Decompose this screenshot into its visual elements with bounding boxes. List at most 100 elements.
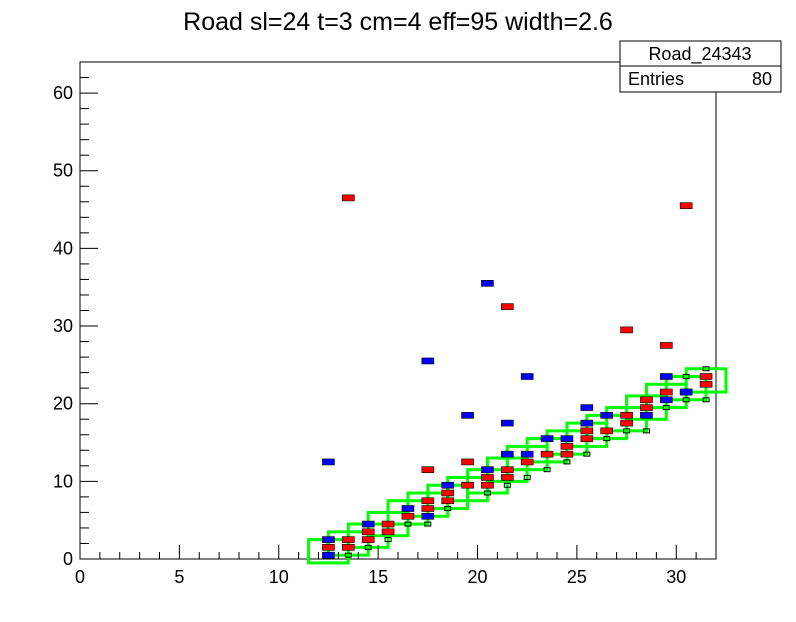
- black-cell-3: [404, 521, 412, 527]
- stats-entries-value: 80: [752, 69, 772, 89]
- black-cell-19: [702, 366, 710, 372]
- blue-cell-15: [679, 388, 693, 396]
- red-cell-38: [461, 458, 474, 466]
- red-cell-33: [679, 202, 693, 209]
- blue-cell-4: [421, 512, 435, 520]
- red-cell-17: [520, 458, 534, 466]
- blue-cell-11: [580, 419, 594, 427]
- red-cell-3: [361, 536, 375, 543]
- red-cell-26: [640, 404, 653, 411]
- x-tick-label-25: 25: [567, 567, 587, 587]
- x-tick-label-10: 10: [269, 567, 289, 587]
- x-tick-label-15: 15: [368, 567, 388, 587]
- blue-cell-20: [501, 419, 514, 427]
- stats-box: Road_24343 Entries 80: [619, 40, 782, 93]
- black-cell-8: [523, 474, 531, 480]
- red-cell-23: [600, 427, 613, 435]
- red-cell-6: [381, 520, 395, 528]
- red-cell-10: [441, 497, 454, 505]
- red-cell-13: [481, 481, 494, 489]
- road-box-19: [684, 367, 728, 394]
- black-cell-4: [424, 521, 432, 527]
- red-cell-35: [620, 326, 633, 334]
- red-cell-15: [501, 474, 514, 481]
- red-cell-21: [580, 435, 594, 442]
- red-cell-1: [342, 544, 355, 551]
- blue-cell-23: [660, 373, 673, 380]
- blue-cell-18: [461, 412, 474, 419]
- black-cell-6: [483, 490, 491, 496]
- black-cell-9: [543, 467, 551, 473]
- chart-title: Road sl=24 t=3 cm=4 eff=95 width=2.6: [183, 8, 613, 36]
- red-cell-24: [620, 419, 633, 427]
- x-tick-label-30: 30: [666, 567, 686, 587]
- blue-cell-3: [401, 505, 415, 512]
- red-cell-32: [342, 194, 355, 202]
- black-cell-0: [344, 552, 352, 558]
- red-cell-12: [461, 481, 474, 489]
- red-cell-7: [401, 512, 415, 520]
- blue-cell-12: [600, 412, 613, 419]
- red-cell-8: [421, 505, 435, 512]
- red-cell-19: [560, 450, 574, 458]
- black-cell-13: [623, 428, 631, 434]
- black-cell-1: [364, 544, 372, 550]
- y-tick-label-50: 50: [53, 161, 73, 181]
- black-cell-2: [384, 537, 392, 543]
- blue-cell-21: [520, 373, 534, 380]
- red-cell-4: [361, 528, 375, 536]
- red-cell-22: [580, 427, 594, 435]
- red-cell-16: [501, 466, 514, 473]
- black-cell-10: [563, 459, 571, 465]
- red-cell-0: [322, 544, 335, 551]
- blue-cell-10: [560, 435, 574, 442]
- red-cell-18: [540, 450, 554, 458]
- red-cell-37: [421, 466, 435, 473]
- blue-cell-7: [501, 450, 514, 458]
- black-cell-14: [642, 428, 650, 434]
- blue-cell-22: [580, 404, 594, 411]
- red-cell-14: [481, 474, 494, 481]
- red-cell-25: [620, 412, 633, 419]
- red-cell-2: [342, 536, 355, 543]
- black-cell-15: [662, 405, 670, 411]
- red-cell-36: [660, 342, 673, 349]
- black-cell-11: [583, 451, 591, 457]
- blue-cell-17: [421, 357, 435, 365]
- black-cell-7: [503, 482, 511, 488]
- black-cell-12: [603, 436, 611, 442]
- x-tick-label-20: 20: [467, 567, 487, 587]
- red-cell-20: [560, 443, 574, 450]
- red-cell-31: [699, 373, 713, 380]
- y-tick-label-60: 60: [53, 83, 73, 103]
- blue-cell-0: [322, 551, 335, 559]
- red-cell-9: [421, 497, 435, 505]
- blue-cell-8: [520, 450, 534, 458]
- black-cell-17: [682, 374, 690, 380]
- blue-cell-5: [441, 481, 454, 489]
- blue-cell-2: [361, 520, 375, 528]
- red-cell-28: [660, 388, 673, 396]
- blue-cell-9: [540, 435, 554, 442]
- x-tick-label-5: 5: [174, 567, 184, 587]
- x-tick-label-0: 0: [75, 567, 85, 587]
- red-cell-34: [501, 303, 514, 310]
- blue-cell-16: [322, 458, 335, 466]
- stats-box-name: Road_24343: [648, 44, 751, 65]
- black-cell-16: [682, 397, 690, 403]
- blue-cell-19: [481, 280, 494, 287]
- y-tick-label-40: 40: [53, 238, 73, 258]
- blue-cell-1: [322, 536, 335, 543]
- y-tick-label-30: 30: [53, 316, 73, 336]
- red-cell-30: [699, 380, 713, 388]
- red-cell-27: [640, 396, 653, 404]
- y-tick-label-20: 20: [53, 394, 73, 414]
- y-tick-label-10: 10: [53, 471, 73, 491]
- stats-entries-label: Entries: [628, 69, 684, 89]
- blue-cell-14: [660, 396, 673, 404]
- black-cell-18: [702, 397, 710, 403]
- hit-cells: [322, 194, 713, 559]
- blue-cell-13: [640, 412, 653, 419]
